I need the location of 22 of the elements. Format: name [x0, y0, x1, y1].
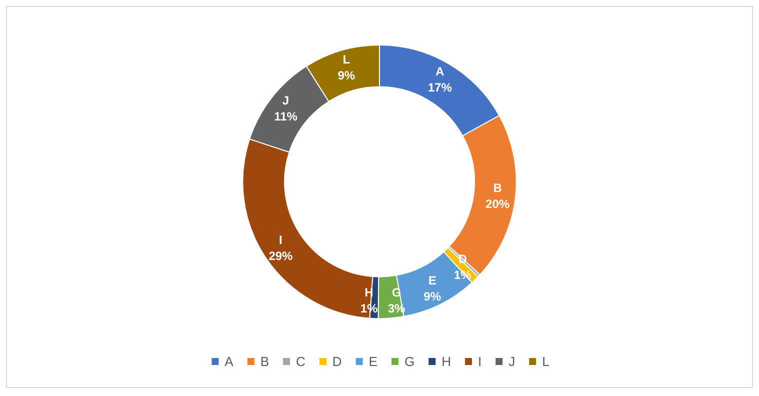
slice-label: J: [282, 94, 290, 108]
data-label: 9%: [338, 68, 356, 83]
legend-label: E: [368, 354, 378, 369]
legend-label: B: [260, 354, 270, 369]
slice-label: E: [428, 273, 436, 288]
data-label: 9%: [424, 289, 442, 304]
legend-label: G: [404, 354, 415, 369]
data-label: 29%: [268, 248, 294, 263]
slice-label: B: [493, 181, 502, 196]
data-label: 20%: [486, 197, 510, 212]
legend-label: D: [332, 354, 342, 369]
legend-label: H: [442, 354, 451, 369]
slice-label: I: [279, 232, 282, 247]
legend-label: A: [224, 354, 234, 369]
slice-label: L: [342, 52, 350, 67]
legend-label: J: [508, 354, 516, 369]
data-label: 11%: [274, 110, 298, 124]
legend-label: L: [542, 354, 550, 369]
data-label: 17%: [428, 80, 452, 94]
legend-label: I: [478, 354, 482, 369]
legend-label: C: [296, 354, 306, 369]
slice-label: A: [436, 64, 445, 78]
